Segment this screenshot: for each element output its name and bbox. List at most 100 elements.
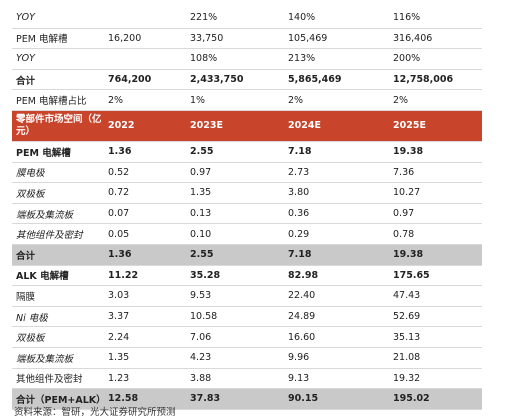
cell: 2.73 [288,166,310,178]
cell: 0.07 [108,208,130,220]
cell: 19.32 [393,372,421,384]
row-label: YOY [16,53,35,65]
table-row: PEM 电解槽 16,200 33,750 105,469 316,406 [12,29,482,50]
cell: 22.40 [288,290,316,302]
table-row: 其他组件及密封 1.23 3.88 9.13 19.32 [12,369,482,390]
cell: 0.52 [108,166,130,178]
row-label: 合计（PEM+ALK） [16,394,106,406]
cell: 2022 [108,119,135,131]
cell: 0.10 [190,228,212,240]
cell: 9.53 [190,290,212,302]
cell: 21.08 [393,352,421,364]
cell: 19.38 [393,249,424,261]
table-row: ALK 电解槽 11.22 35.28 82.98 175.65 [12,266,482,287]
cell: 195.02 [393,393,430,405]
table-row: 合计 1.36 2.55 7.18 19.38 [12,244,482,266]
footer: 资料来源：智研，光大证券研究所预测 [14,407,176,418]
cell: 221% [190,12,218,24]
cell: 19.38 [393,146,424,158]
table-row: YOY 108% 213% 200% [12,49,482,70]
row-label: 端板及集流板 [16,353,74,365]
cell: 1% [190,94,206,106]
table-row: 膜电极 0.52 0.97 2.73 7.36 [12,163,482,184]
cell: 16.60 [288,331,316,343]
row-label: 端板及集流板 [16,209,74,221]
cell: 1.35 [190,187,212,199]
cell: 0.97 [190,166,212,178]
cell: 0.78 [393,228,415,240]
cell: 175.65 [393,269,430,281]
cell: 52.69 [393,311,421,323]
cell: 213% [288,53,316,65]
row-label: ALK 电解槽 [16,271,69,283]
cell: 105,469 [288,32,328,44]
row-label: Ni 电极 [16,312,48,324]
row-label: 合计 [16,75,36,87]
table: YOY 221% 140% 116% PEM 电解槽 16,200 33,750 105,46… [12,8,482,410]
cell: 0.29 [288,228,310,240]
cell: 7.36 [393,166,415,178]
cell: 47.43 [393,290,421,302]
cell: 33,750 [190,32,224,44]
row-label: PEM 电解槽 [16,34,68,46]
row-label: PEM 电解槽 [16,147,71,159]
table-row: 双极板 0.72 1.35 3.80 10.27 [12,183,482,204]
table-row: 其他组件及密封 0.05 0.10 0.29 0.78 [12,224,482,245]
cell: 7.18 [288,146,312,158]
table-row: 合计 764,200 2,433,750 5,865,469 12,758,006 [12,70,482,91]
cell: 90.15 [288,393,319,405]
table-row: PEM 电解槽占比 2% 1% 2% 2% [12,90,482,111]
cell: 2% [393,94,409,106]
table-row: 合计（PEM+ALK） 12.58 37.83 90.15 195.02 [12,389,482,410]
cell: 0.36 [288,208,310,220]
row-label: YOY [16,12,35,24]
cell: 0.05 [108,228,130,240]
cell: 37.83 [190,393,221,405]
cell: 0.97 [393,208,415,220]
cell: 316,406 [393,32,433,44]
cell: 2023E [190,119,223,131]
row-label: 合计 [16,250,36,262]
cell: 10.27 [393,187,421,199]
table-row: 端板及集流板 0.07 0.13 0.36 0.97 [12,204,482,225]
cell: 108% [190,53,218,65]
row-label: 其他组件及密封 [16,230,83,242]
cell: 1.36 [108,146,132,158]
cell: 3.80 [288,187,310,199]
cell: 1.23 [108,372,130,384]
cell: 2% [108,94,124,106]
cell: 3.37 [108,311,130,323]
cell: 11.22 [108,269,139,281]
row-label: 隔膜 [16,291,36,303]
cell: 0.13 [190,208,212,220]
cell: 12,758,006 [393,74,454,86]
cell: 35.13 [393,331,421,343]
table-row: 零部件市场空间（亿元） 2022 2023E 2024E 2025E [12,110,482,142]
table-row: 隔膜 3.03 9.53 22.40 47.43 [12,286,482,307]
row-label: 膜电极 [16,168,45,180]
cell: 140% [288,12,316,24]
cell: 9.13 [288,372,310,384]
row-label: 双极板 [16,188,45,200]
cell: 2024E [288,119,321,131]
cell: 82.98 [288,269,319,281]
cell: 3.03 [108,290,130,302]
row-label: 其他组件及密封 [16,374,83,386]
cell: 0.72 [108,187,130,199]
cell: 2.24 [108,331,130,343]
cell: 2,433,750 [190,74,244,86]
table-row: 端板及集流板 1.35 4.23 9.96 21.08 [12,348,482,369]
cell: 200% [393,53,421,65]
cell: 35.28 [190,269,221,281]
cell: 5,865,469 [288,74,342,86]
table-row: YOY 221% 140% 116% [12,8,482,29]
cell: 12.58 [108,393,139,405]
table-row: PEM 电解槽 1.36 2.55 7.18 19.38 [12,142,482,163]
row-label: PEM 电解槽占比 [16,96,87,108]
cell: 16,200 [108,32,142,44]
cell: 2% [288,94,304,106]
table-row: 双极板 2.24 7.06 16.60 35.13 [12,327,482,348]
row-label: 双极板 [16,333,45,345]
cell: 3.88 [190,372,212,384]
